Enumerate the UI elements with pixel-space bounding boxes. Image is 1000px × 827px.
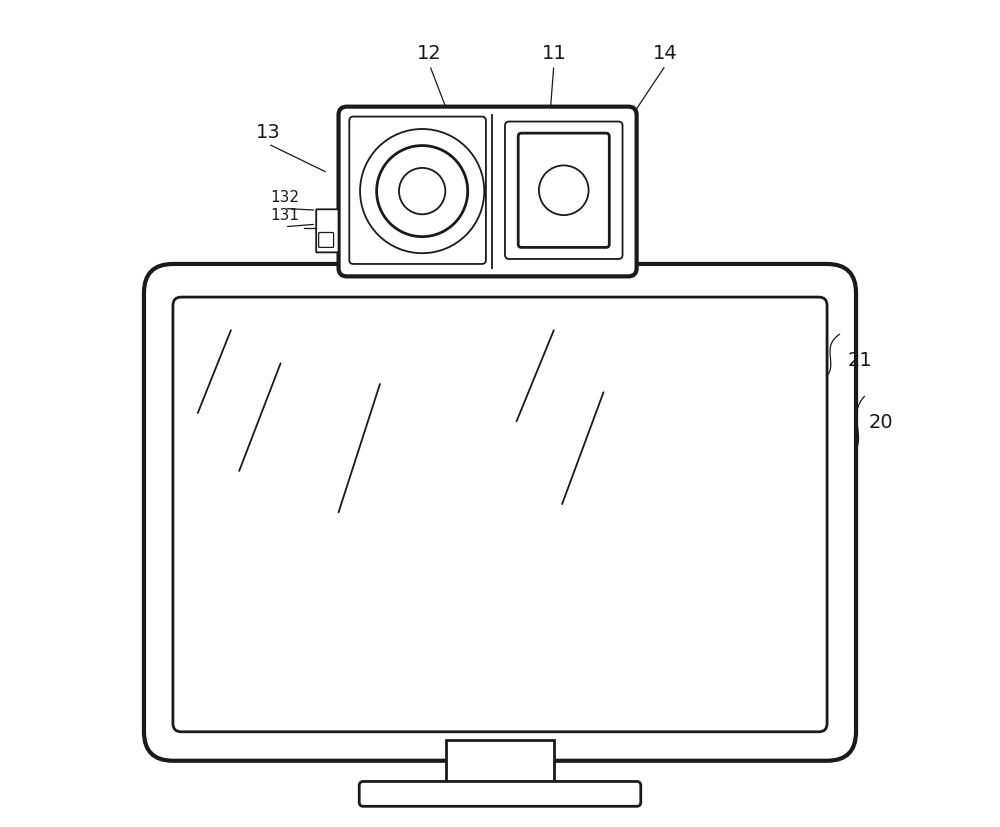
FancyBboxPatch shape xyxy=(173,298,827,732)
Text: 14: 14 xyxy=(653,45,678,63)
Text: 13: 13 xyxy=(256,123,281,141)
FancyBboxPatch shape xyxy=(339,108,637,277)
FancyBboxPatch shape xyxy=(144,265,856,761)
Text: 20: 20 xyxy=(869,413,893,431)
Text: 12: 12 xyxy=(417,45,442,63)
Text: 11: 11 xyxy=(541,45,566,63)
Text: 21: 21 xyxy=(848,351,873,369)
FancyBboxPatch shape xyxy=(316,210,339,253)
Polygon shape xyxy=(446,740,554,786)
Text: 132: 132 xyxy=(270,189,299,204)
FancyBboxPatch shape xyxy=(359,782,641,806)
Text: 131: 131 xyxy=(270,208,299,222)
